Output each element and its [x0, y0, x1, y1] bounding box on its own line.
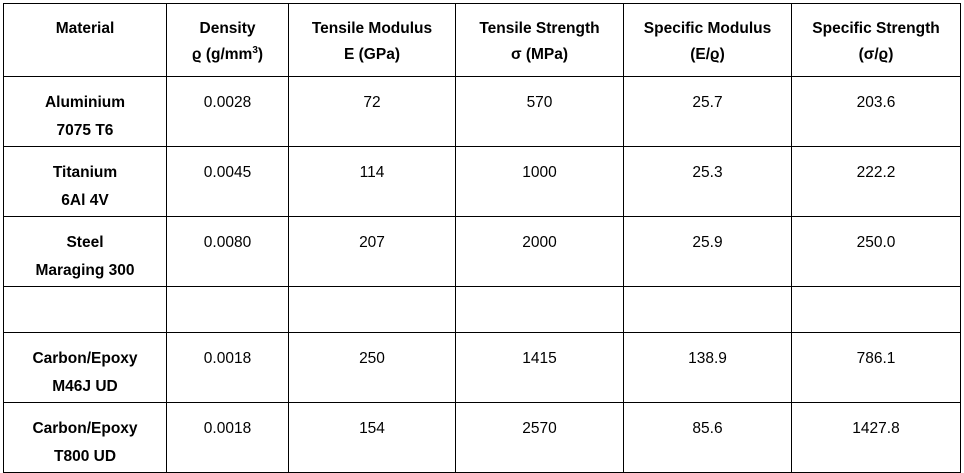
material-properties-table: Material Density ϱ (g/mm3) Tensile Modul…: [3, 3, 961, 473]
material-cell: Titanium 6Al 4V: [3, 146, 167, 217]
header-density-unit-close: ): [257, 46, 264, 63]
tensile-strength-cell: 1000: [455, 146, 624, 217]
material-name: Carbon/Epoxy: [32, 420, 138, 437]
blank-cell: [623, 286, 792, 333]
density-cell: 0.0018: [166, 332, 289, 403]
tensile-strength-cell: 570: [455, 76, 624, 147]
header-tensile-modulus: Tensile Modulus E (GPa): [288, 3, 456, 77]
tensile-modulus-cell: 72: [288, 76, 456, 147]
blank-cell: [791, 286, 961, 333]
header-specific-modulus-label: Specific Modulus: [643, 20, 772, 37]
specific-strength-cell: 203.6: [791, 76, 961, 147]
tensile-strength-cell: 2570: [455, 402, 624, 473]
table-row: Carbon/Epoxy M46J UD 0.0018 250 1415 138…: [3, 332, 961, 403]
header-row: Material Density ϱ (g/mm3) Tensile Modul…: [3, 3, 961, 77]
specific-strength-cell: 786.1: [791, 332, 961, 403]
blank-cell: [166, 286, 289, 333]
specific-modulus-cell: 25.9: [623, 216, 792, 287]
blank-cell: [3, 286, 167, 333]
header-density-unit: ϱ (g/mm3): [171, 42, 284, 68]
tensile-strength-cell: 2000: [455, 216, 624, 287]
specific-modulus-cell: 138.9: [623, 332, 792, 403]
specific-modulus-cell: 85.6: [623, 402, 792, 473]
material-cell: Aluminium 7075 T6: [3, 76, 167, 147]
table-row: Carbon/Epoxy T800 UD 0.0018 154 2570 85.…: [3, 402, 961, 473]
material-cell: Carbon/Epoxy M46J UD: [3, 332, 167, 403]
header-specific-strength-unit: (σ/ϱ): [858, 46, 894, 63]
material-cell: Carbon/Epoxy T800 UD: [3, 402, 167, 473]
tensile-strength-cell: 1415: [455, 332, 624, 403]
header-tensile-modulus-unit: E (GPa): [344, 46, 400, 63]
header-material: Material: [3, 3, 167, 77]
material-grade: M46J UD: [52, 378, 118, 395]
specific-modulus-cell: 25.3: [623, 146, 792, 217]
material-grade: 7075 T6: [56, 122, 114, 139]
header-tensile-strength-label: Tensile Strength: [479, 20, 600, 37]
material-grade: T800 UD: [53, 448, 117, 465]
tensile-modulus-cell: 207: [288, 216, 456, 287]
specific-modulus-cell: 25.7: [623, 76, 792, 147]
header-specific-modulus-unit: (E/ϱ): [690, 46, 725, 63]
header-specific-strength: Specific Strength (σ/ϱ): [791, 3, 961, 77]
table-row: Aluminium 7075 T6 0.0028 72 570 25.7 203…: [3, 76, 961, 147]
blank-cell: [288, 286, 456, 333]
table-row: Steel Maraging 300 0.0080 207 2000 25.9 …: [3, 216, 961, 287]
specific-strength-cell: 250.0: [791, 216, 961, 287]
table-row: Titanium 6Al 4V 0.0045 114 1000 25.3 222…: [3, 146, 961, 217]
density-cell: 0.0080: [166, 216, 289, 287]
material-name: Carbon/Epoxy: [32, 350, 138, 367]
blank-separator-row: [3, 286, 961, 333]
header-tensile-strength: Tensile Strength σ (MPa): [455, 3, 624, 77]
density-cell: 0.0045: [166, 146, 289, 217]
header-specific-strength-label: Specific Strength: [812, 20, 940, 37]
tensile-modulus-cell: 154: [288, 402, 456, 473]
header-tensile-modulus-label: Tensile Modulus: [311, 20, 433, 37]
header-density-unit-exponent: 3: [252, 44, 258, 56]
header-density-label: Density: [199, 20, 256, 37]
material-name: Aluminium: [44, 94, 126, 111]
specific-strength-cell: 222.2: [791, 146, 961, 217]
tensile-modulus-cell: 250: [288, 332, 456, 403]
material-name: Steel: [66, 234, 104, 251]
specific-strength-cell: 1427.8: [791, 402, 961, 473]
header-specific-modulus: Specific Modulus (E/ϱ): [623, 3, 792, 77]
header-tensile-strength-unit: σ (MPa): [510, 46, 569, 63]
header-density-unit-base: ϱ (g/mm: [191, 46, 253, 63]
density-cell: 0.0018: [166, 402, 289, 473]
material-name: Titanium: [52, 164, 118, 181]
tensile-modulus-cell: 114: [288, 146, 456, 217]
blank-cell: [455, 286, 624, 333]
material-cell: Steel Maraging 300: [3, 216, 167, 287]
header-material-label: Material: [55, 20, 115, 37]
density-cell: 0.0028: [166, 76, 289, 147]
header-density: Density ϱ (g/mm3): [166, 3, 289, 77]
material-grade: 6Al 4V: [61, 192, 109, 209]
material-grade: Maraging 300: [35, 262, 135, 279]
